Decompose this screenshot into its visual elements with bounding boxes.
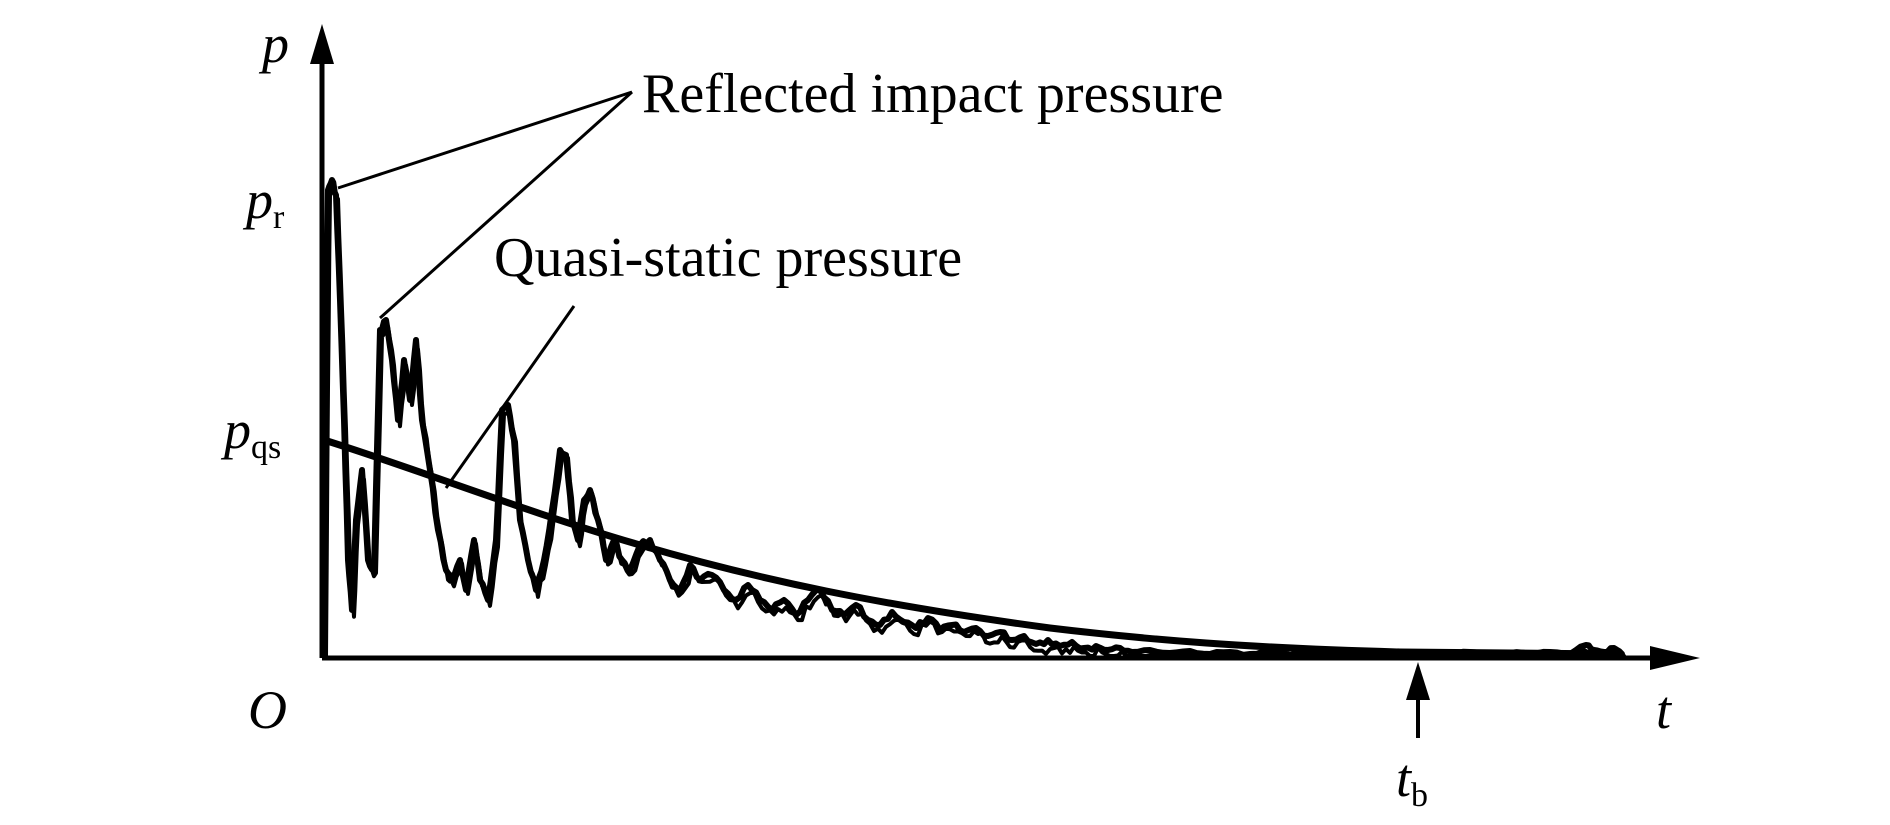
leader-reflected-1 xyxy=(337,90,633,190)
tick-label-pqs-sub: qs xyxy=(251,429,281,466)
y-axis-label: p xyxy=(258,14,289,74)
annotation-reflected-impact-pressure: Reflected impact pressure xyxy=(642,63,1224,125)
tick-label-pqs-main: p xyxy=(220,400,251,460)
quasi-static-pressure-curve xyxy=(320,436,1624,658)
leader-reflected-2 xyxy=(378,90,634,320)
measured-pressure-curve-secondary xyxy=(324,181,1626,658)
leader-quasi-static xyxy=(444,305,576,489)
tick-label-tb-main: t xyxy=(1396,748,1413,808)
annotation-quasi-static-pressure: Quasi-static pressure xyxy=(494,227,962,289)
tick-label-tb-sub: b xyxy=(1411,777,1428,814)
x-axis-arrowhead xyxy=(1650,646,1700,670)
tick-label-pqs: pqs xyxy=(220,400,281,466)
tick-label-pr-sub: r xyxy=(273,199,285,236)
tick-label-pr-main: p xyxy=(242,170,273,230)
y-axis-arrowhead xyxy=(310,24,334,64)
leader-lines xyxy=(337,90,634,489)
origin-label: O xyxy=(248,680,287,740)
tick-label-pr: pr xyxy=(242,170,285,236)
tb-marker-arrowhead xyxy=(1406,662,1430,700)
x-axis-label: t xyxy=(1656,680,1673,740)
tick-label-tb: tb xyxy=(1396,748,1428,814)
